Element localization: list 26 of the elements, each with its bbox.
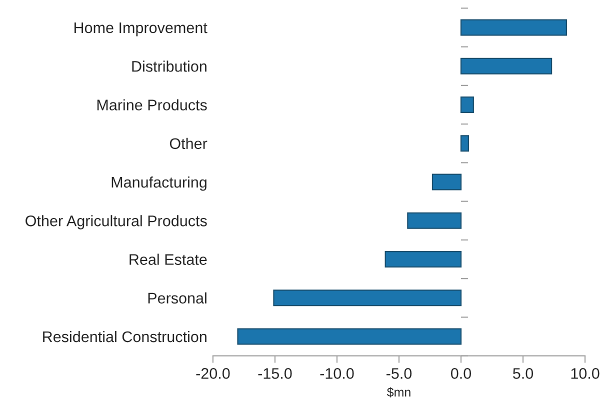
x-tick-label: -15.0 — [258, 368, 292, 379]
y-tick-label: Marine Products — [97, 99, 207, 110]
x-axis-title: $mn — [386, 387, 410, 398]
y-tick-label: Home Improvement — [74, 22, 208, 36]
bar — [273, 290, 462, 306]
bar — [460, 58, 552, 74]
x-tick-label: 10.0 — [571, 368, 600, 379]
bar — [384, 250, 462, 268]
bar — [237, 328, 462, 345]
bar — [460, 135, 470, 152]
y-tick-label: Distribution — [132, 60, 206, 72]
x-tick-label: -20.0 — [196, 368, 230, 379]
y-tick-label: Personal — [148, 292, 206, 304]
bar — [432, 174, 462, 190]
x-tick-label: 5.0 — [513, 368, 534, 379]
bar — [407, 212, 462, 229]
x-tick-label: 0.0 — [450, 368, 472, 379]
x-tick-label: -5.0 — [386, 368, 412, 379]
x-tick-label: -10.0 — [320, 368, 354, 379]
y-tick-label: Residential Construction — [43, 330, 206, 342]
y-tick-label: Real Estate — [130, 254, 207, 265]
y-tick-label: Manufacturing — [112, 176, 206, 191]
y-tick-label: Other Agricultural Products — [26, 215, 207, 230]
bar — [460, 96, 474, 114]
bar — [460, 19, 567, 36]
y-tick-label: Other — [170, 138, 208, 150]
